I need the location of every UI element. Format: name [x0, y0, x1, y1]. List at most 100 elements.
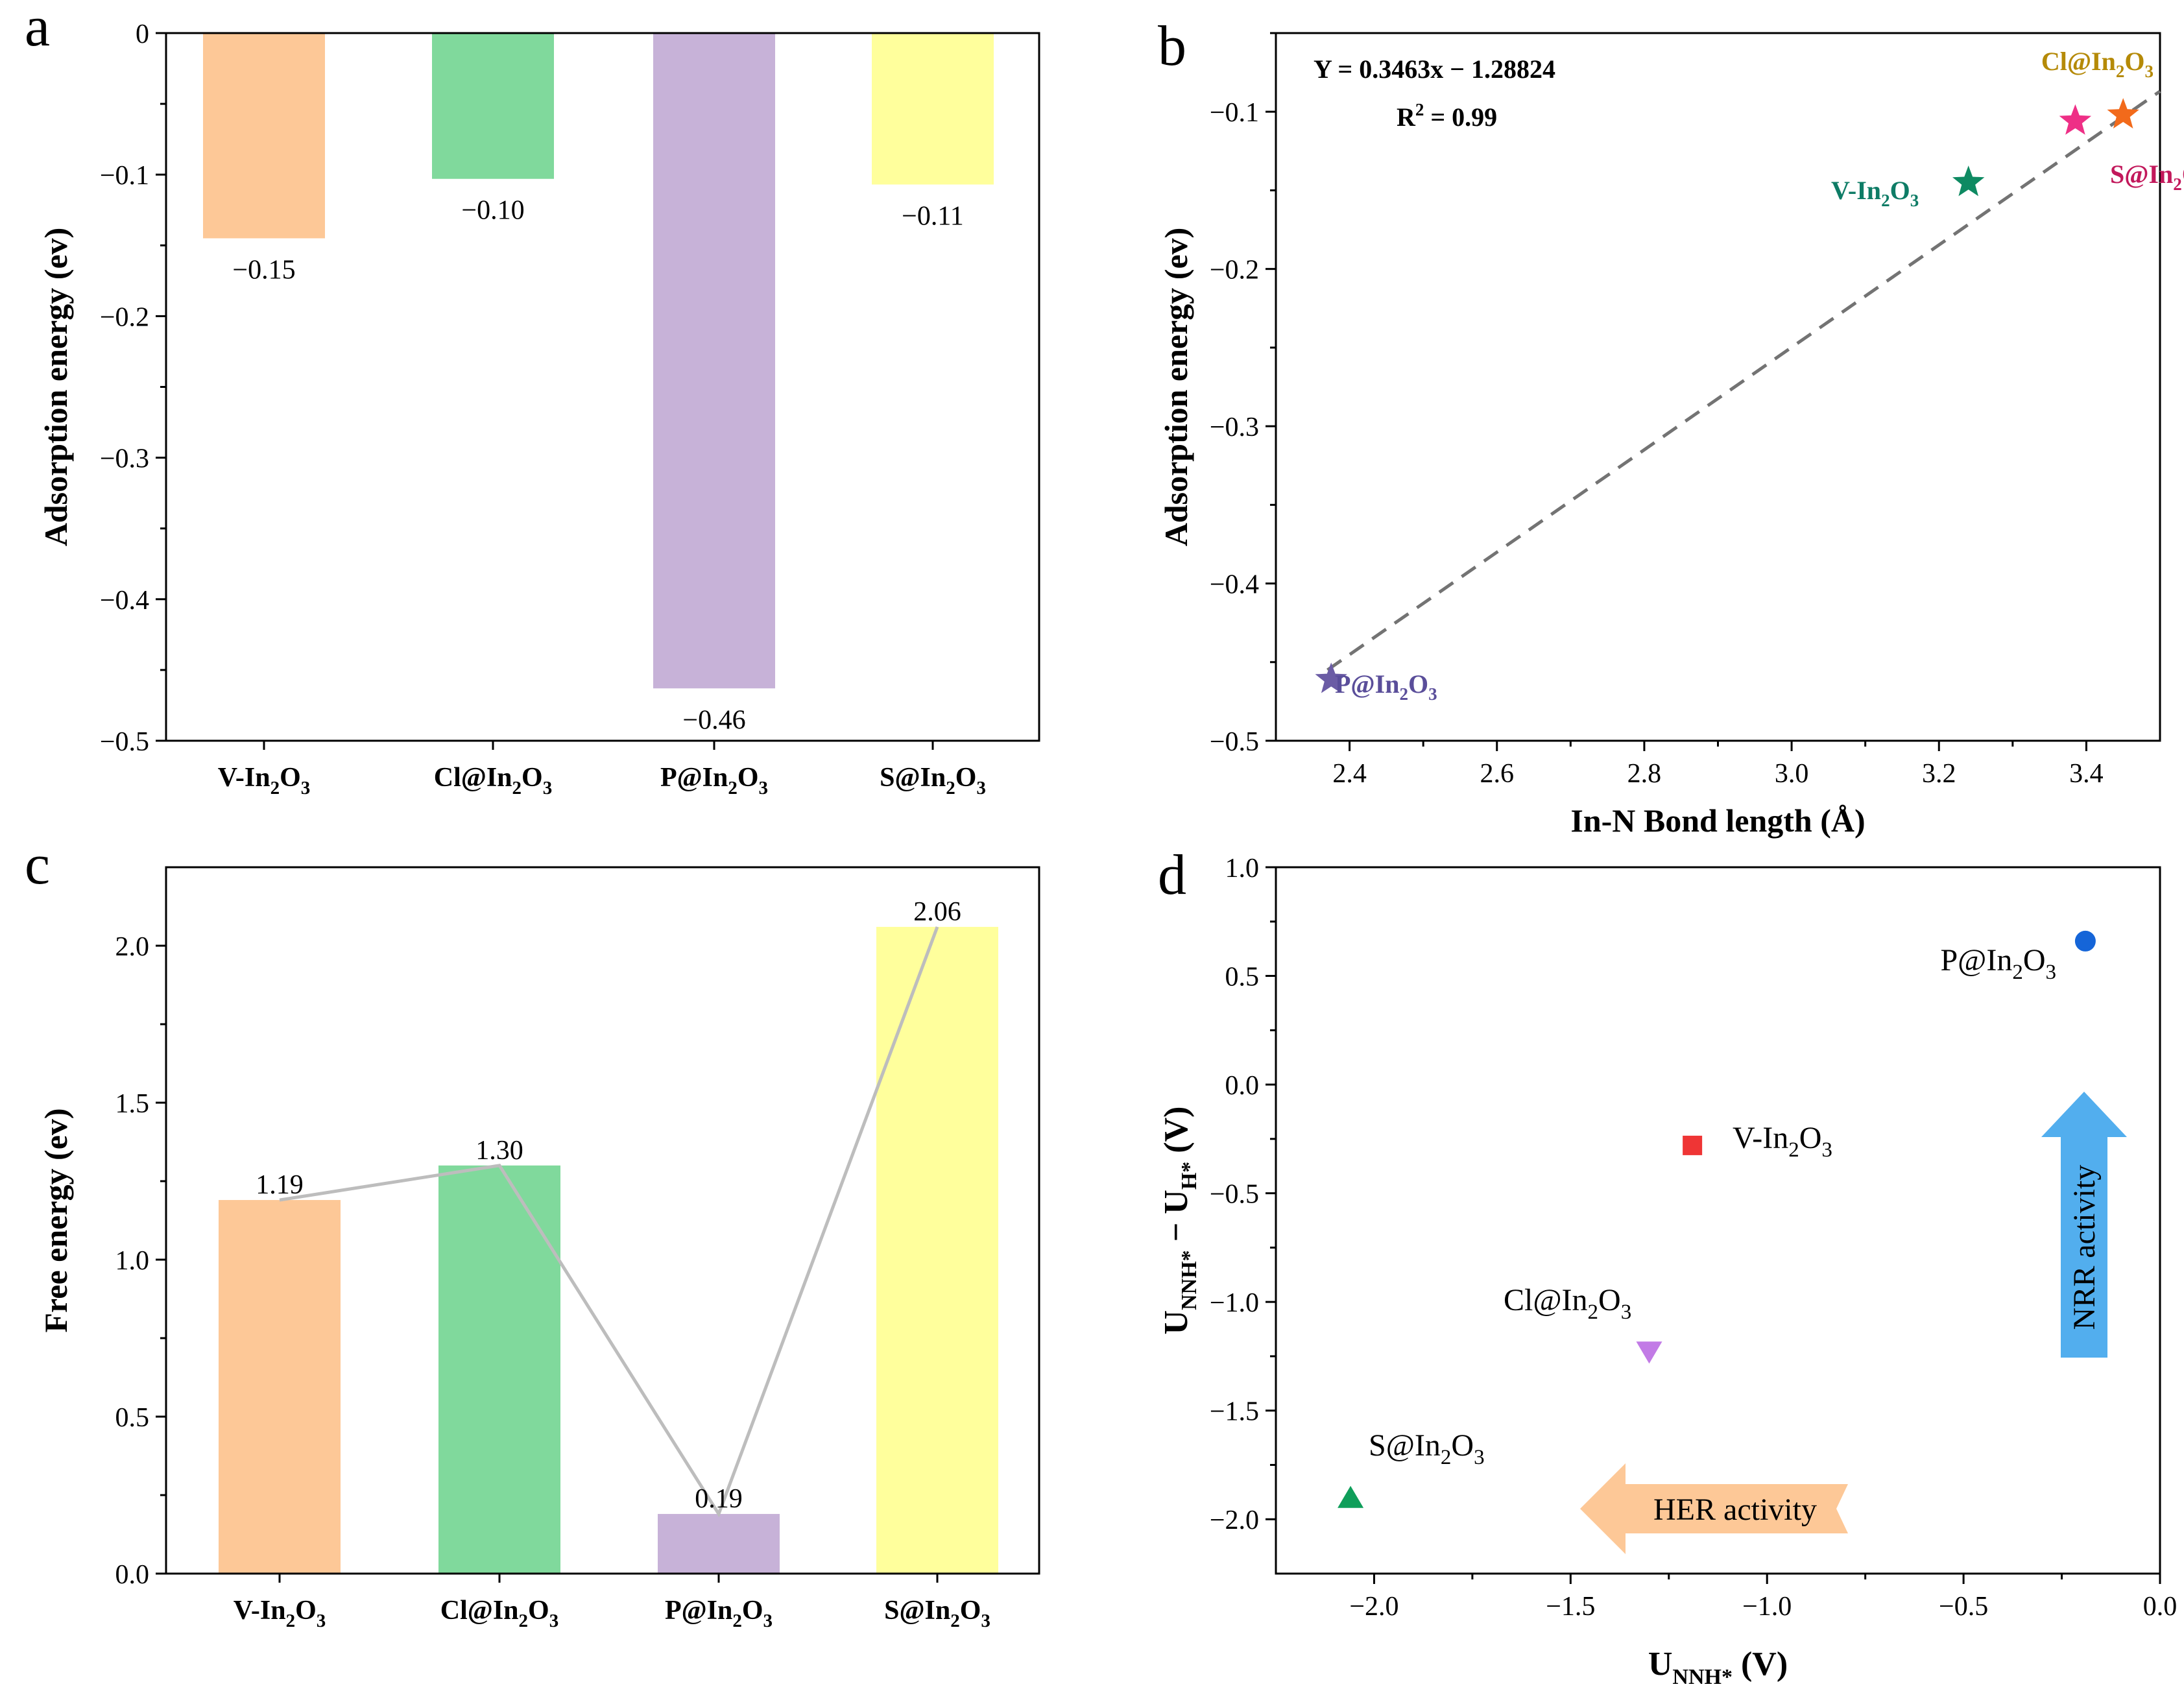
- scatter-point-star: [2107, 98, 2139, 129]
- formula-subscript: 3: [2046, 961, 2057, 984]
- y-tick-label: −0.3: [1210, 413, 1259, 442]
- y-tick-label: 0.5: [115, 1403, 150, 1433]
- scatter-point-square: [1683, 1135, 1703, 1155]
- point-label: V-In2O3: [1831, 176, 1919, 210]
- panel-label-b: b: [1158, 15, 1186, 78]
- connector-line: [279, 926, 939, 1518]
- formula-subscript: 2: [2012, 961, 2023, 984]
- formula-subscript: 3: [2145, 62, 2154, 81]
- x-tick-label: 3.0: [1775, 759, 1809, 789]
- y-axis-label: Adsorption energy (ev): [38, 228, 74, 547]
- label-base: U: [1648, 1646, 1673, 1683]
- formula-base: S@In: [1369, 1428, 1441, 1463]
- x-tick-label: −2.0: [1349, 1592, 1398, 1622]
- formula-subscript: 3: [763, 1611, 773, 1631]
- x-tick-label: −0.5: [1939, 1592, 1988, 1622]
- x-tick-label: S@In2O3: [884, 1596, 990, 1631]
- formula-mid: O: [1451, 1428, 1474, 1463]
- bar-value-label: 1.19: [256, 1170, 304, 1200]
- formula-subscript: 2: [512, 778, 522, 798]
- formula-base: Cl@In: [2041, 47, 2116, 76]
- formula-subscript: 3: [981, 1611, 990, 1631]
- y-tick-label: 1.0: [1225, 854, 1260, 883]
- bar: [653, 33, 775, 689]
- formula-mid: O: [1408, 669, 1428, 699]
- bar-value-label: 1.30: [475, 1136, 523, 1166]
- formula-subscript: 3: [759, 778, 769, 798]
- formula-mid: O: [522, 763, 543, 793]
- fit-line: [1326, 90, 2161, 671]
- formula-subscript: 3: [1428, 684, 1437, 704]
- bar-value-label: −0.10: [461, 196, 524, 226]
- panel-label-d: d: [1158, 844, 1186, 907]
- point-label: P@In2O3: [1335, 669, 1437, 704]
- panel-label-c: c: [25, 834, 50, 896]
- x-tick-label: S@In2O3: [880, 763, 986, 798]
- x-tick-label: Cl@In2O3: [434, 763, 552, 798]
- y-tick-label: −0.1: [1210, 98, 1259, 128]
- formula-base: V-In: [1831, 176, 1881, 205]
- y-tick-label: 0.5: [1225, 963, 1260, 992]
- y-tick-label: −1.0: [1210, 1288, 1259, 1318]
- y-tick-label: 0.0: [115, 1560, 150, 1590]
- formula-base: Cl@In: [440, 1596, 519, 1625]
- scatter-point-star: [1952, 165, 1985, 197]
- plot-frame: [1275, 866, 2161, 1575]
- y-tick-label: 1.0: [115, 1246, 150, 1276]
- label-rest: (V): [1158, 1107, 1195, 1162]
- chart-a: −0.15 −0.10 −0.46 −0.11 0 −0.1 −0.2 −0.3 −0.4 −0.…: [38, 19, 1040, 798]
- formula-base: S@In: [880, 763, 946, 793]
- point-label: Cl@In2O3: [1504, 1283, 1631, 1324]
- formula-mid: O: [742, 1596, 763, 1625]
- formula-subscript: 3: [1821, 1138, 1832, 1162]
- formula-subscript: 3: [549, 1611, 559, 1631]
- formula-base: Cl@In: [1504, 1283, 1588, 1317]
- y-tick-label: 1.5: [115, 1089, 150, 1119]
- formula-mid: O: [955, 763, 977, 793]
- bar-value-label: 0.19: [695, 1484, 743, 1514]
- formula-mid: O: [960, 1596, 981, 1625]
- x-tick-label: 2.4: [1332, 759, 1367, 789]
- fit-equation: Y = 0.3463x − 1.28824: [1314, 54, 1555, 84]
- formula-mid: O: [1598, 1283, 1621, 1317]
- formula-base: V-In: [218, 763, 270, 793]
- formula-subscript: 3: [317, 1611, 326, 1631]
- formula-base: P@In: [1335, 669, 1399, 699]
- formula-mid: O: [295, 1596, 317, 1625]
- formula-subscript: 2: [1441, 1446, 1452, 1469]
- formula-base: P@In: [1940, 943, 2012, 977]
- bar: [438, 1165, 560, 1574]
- y-tick-label: −0.4: [1210, 570, 1259, 600]
- scatter-point-star: [2059, 104, 2092, 135]
- y-axis-label: Adsorption energy (ev): [1158, 228, 1194, 547]
- bar-value-label: −0.46: [682, 705, 745, 735]
- x-tick-label: −1.0: [1742, 1592, 1792, 1622]
- nrr-activity-label: NRR activity: [2067, 1165, 2102, 1330]
- chart-c: 1.191.300.192.060.00.51.01.52.0V-In2O3 Cl…: [38, 866, 1040, 1631]
- formula-mid: O: [2023, 943, 2046, 977]
- formula-subscript: 2: [732, 1611, 742, 1631]
- panel-label-a: a: [25, 0, 50, 58]
- y-tick-label: 0.0: [1225, 1071, 1260, 1101]
- formula-mid: O: [2182, 160, 2184, 189]
- point-label: S@In2O3: [2110, 160, 2184, 194]
- formula-mid: O: [1799, 1121, 1822, 1155]
- x-tick-label: 2.6: [1480, 759, 1515, 789]
- label-base: U: [1158, 1310, 1195, 1335]
- r2-base: R: [1397, 102, 1416, 132]
- formula-subscript: 3: [1474, 1446, 1485, 1469]
- x-tick-label: −1.5: [1546, 1592, 1595, 1622]
- point-label: Cl@In2O3: [2041, 47, 2154, 81]
- r2-value: = 0.99: [1424, 102, 1497, 132]
- x-tick-label: 2.8: [1627, 759, 1662, 789]
- formula-base: S@In: [884, 1596, 950, 1625]
- y-axis-label: UNNH* − UH* (V): [1158, 1107, 1201, 1335]
- formula-subscript: 2: [286, 1611, 296, 1631]
- bar: [658, 1514, 780, 1574]
- x-axis-label: In-N Bond length (Å): [1570, 802, 1865, 839]
- y-tick-label: −0.5: [100, 727, 149, 757]
- point-label: P@In2O3: [1940, 943, 2056, 984]
- y-tick-label: −0.2: [100, 302, 149, 332]
- formula-base: V-In: [234, 1596, 286, 1625]
- x-tick-label: P@In2O3: [660, 763, 768, 798]
